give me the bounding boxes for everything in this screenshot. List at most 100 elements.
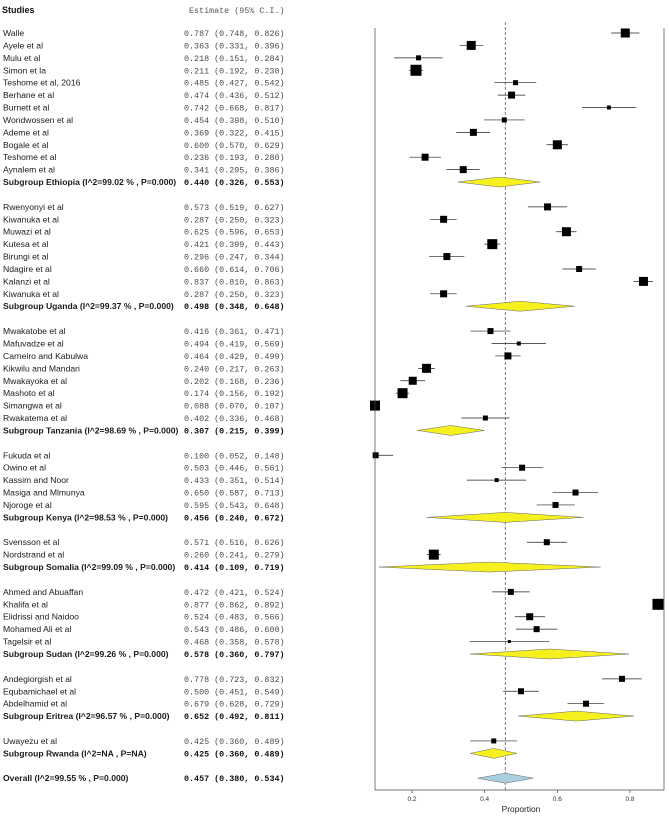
subgroup-diamond [457,176,541,188]
study-square [516,341,521,346]
study-square [491,738,497,744]
study-row: Carneiro and Kabulwa 0.464 (0.429, 0.499) [3,351,285,362]
study-estimate: 0.787 (0.748, 0.826) [184,29,285,39]
subgroup-label: Subgroup Rwanda (I^2=NA , P=NA) [3,748,147,758]
subgroup-label: Subgroup Uganda (I^2=99.37 % , P=0.000) [3,301,174,311]
study-name: Burnett et al [3,103,49,113]
study-name: Fukuda et al [3,450,50,460]
study-name: Bogale et al [3,140,48,150]
study-estimate: 0.877 (0.862, 0.892) [184,600,285,610]
study-square [508,91,516,99]
study-square [410,64,422,76]
study-row: Simon et la 0.211 (0.192, 0.230) [3,65,285,76]
study-square [440,215,448,223]
study-name: Kutesa et al [3,239,48,249]
study-square [428,549,439,560]
study-row: Mohamed Ali et al 0.543 (0.486, 0.600) [3,624,285,635]
study-square [487,239,498,250]
study-square [416,55,422,61]
study-estimate: 0.174 (0.156, 0.192) [184,389,285,399]
study-row: Teshome et al 0.236 (0.193, 0.280) [3,152,285,163]
subgroup-row: Subgroup Kenya (I^2=98.53 % , P=0.000) 0.… [3,512,285,523]
subgroup-row: Subgroup Eritrea (I^2=96.57 % , P=0.000)… [3,711,285,722]
study-name: Carneiro and Kabulwa [3,351,88,361]
x-tick-label: 0.8 [625,796,634,803]
subgroup-row: Subgroup Tanzania (I^2=98.69 % , P=0.000… [3,425,285,436]
subgroup-diamond [465,300,575,312]
study-name: Tagelsir et al [3,637,51,647]
study-name: Ahmed and Abuaffan [3,587,83,597]
study-square [652,598,664,610]
study-square [606,105,611,110]
study-row: Elidrissi and Naidoo 0.524 (0.483, 0.566) [3,612,285,623]
study-square [487,328,494,335]
overall-diamond [477,772,534,784]
study-name: Abdelhamid et al [3,699,67,709]
study-row: Masiga and Mlmunya 0.650 (0.587, 0.713) [3,488,285,499]
study-square [576,265,583,272]
study-row: Ayele et al 0.363 (0.331, 0.396) [3,40,285,51]
study-name: Equbamichael et al [3,686,76,696]
study-name: Owino et al [3,463,46,473]
study-name: Elidrissi and Naidoo [3,612,79,622]
study-estimate: 0.287 (0.250, 0.323) [184,215,285,225]
study-square [552,140,562,150]
study-name: Mashoto et al [3,388,55,398]
study-estimate: 0.472 (0.421, 0.524) [184,588,285,598]
subgroup-estimate: 0.307 (0.215, 0.399) [184,426,285,436]
subgroup-diamond [518,710,635,722]
study-row: Kiwanuka et al 0.287 (0.250, 0.323) [3,214,285,225]
study-name: Teshome et al, 2016 [3,78,81,88]
study-row: Ndagire et al 0.660 (0.614, 0.706) [3,264,285,275]
study-name: Mafuvadze et al [3,339,64,349]
study-square [526,613,534,621]
study-row: Andegiorgish et al 0.778 (0.723, 0.832) [3,674,285,685]
study-name: Wondwossen et al [3,115,73,125]
subgroup-estimate: 0.414 (0.109, 0.719) [184,563,285,573]
study-estimate: 0.571 (0.516, 0.626) [184,538,285,548]
study-square [507,640,511,644]
study-name: Rwenyonyi et al [3,202,64,212]
study-estimate: 0.296 (0.247, 0.344) [184,253,285,263]
subgroup-diamond [417,425,485,436]
study-row: Walle 0.787 (0.748, 0.826) [3,28,285,39]
study-row: Teshome et al, 2016 0.485 (0.427, 0.542) [3,78,285,89]
study-row: Mulu et al 0.218 (0.151, 0.284) [3,53,285,64]
study-row: Equbamichael et al 0.500 (0.451, 0.549) [3,686,285,697]
rows-layer: Walle 0.787 (0.748, 0.826) Ayele et al 0.36… [3,28,285,784]
study-square [552,501,559,508]
subgroup-row: Subgroup Somalia (I^2=99.09 % , P=0.000)… [3,562,285,573]
subgroup-row: Subgroup Rwanda (I^2=NA , P=NA) 0.425 (0.… [3,748,285,759]
study-name: Mulu et al [3,53,40,63]
study-square [397,388,408,399]
study-estimate: 0.837 (0.810, 0.863) [184,277,285,287]
study-name: Masiga and Mlmunya [3,488,85,498]
study-estimate: 0.468 (0.358, 0.578) [184,638,285,648]
study-square [513,80,519,86]
subgroup-label: Subgroup Somalia (I^2=99.09 % , P=0.000) [3,562,175,572]
overall-label: Overall (I^2=99.55 % , P=0.000) [3,773,129,783]
study-row: Abdelhamid et al 0.679 (0.628, 0.729) [3,699,285,710]
study-estimate: 0.218 (0.151, 0.284) [184,54,285,64]
study-name: Mwakatobe et al [3,326,66,336]
study-estimate: 0.454 (0.398, 0.510) [184,116,285,126]
subgroup-label: Subgroup Kenya (I^2=98.53 % , P=0.000) [3,512,168,522]
study-estimate: 0.660 (0.614, 0.706) [184,265,285,275]
study-name: Khalifa et al [3,599,48,609]
study-square [494,478,499,483]
study-estimate: 0.464 (0.429, 0.499) [184,352,285,362]
study-estimate: 0.474 (0.436, 0.512) [184,91,285,101]
study-estimate: 0.433 (0.351, 0.514) [184,476,285,486]
study-square [504,352,512,360]
study-estimate: 0.543 (0.486, 0.600) [184,625,285,635]
study-row: Kalanzi et al 0.837 (0.810, 0.863) [3,276,285,287]
study-name: Mwakayoka et al [3,376,67,386]
study-estimate: 0.650 (0.587, 0.713) [184,489,285,499]
study-row: Ademe et al 0.369 (0.322, 0.415) [3,127,285,138]
study-row: Njoroge et al 0.595 (0.543, 0.648) [3,500,285,511]
subgroup-diamond [470,648,629,660]
study-row: Fukuda et al 0.100 (0.052, 0.148) [3,450,285,461]
study-estimate: 0.240 (0.217, 0.263) [184,364,285,374]
study-name: Rwakatema et al [3,413,67,423]
